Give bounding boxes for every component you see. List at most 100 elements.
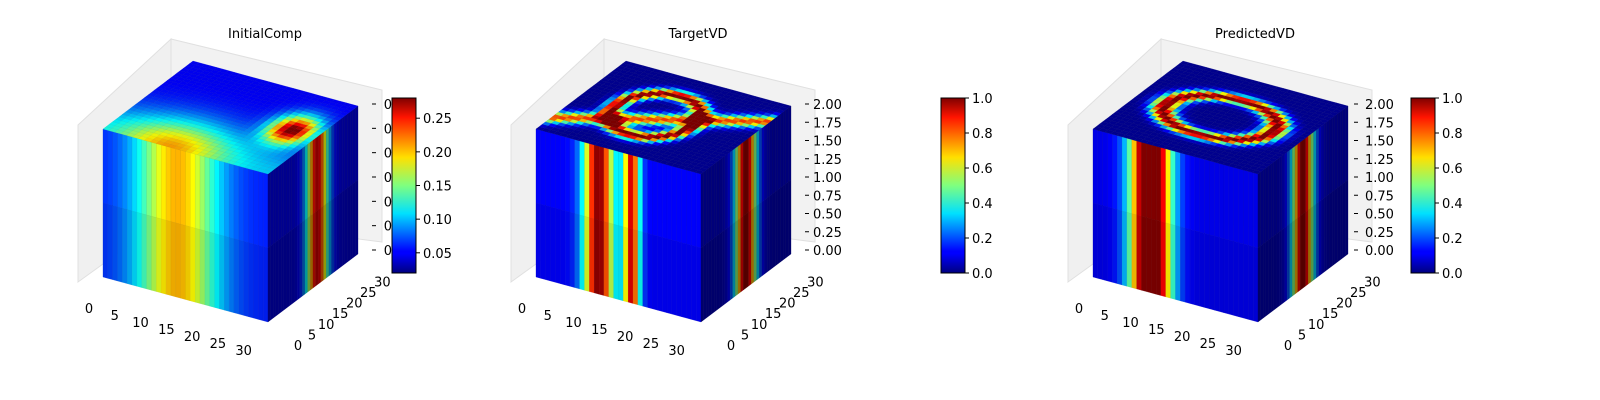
top-voxel	[781, 104, 792, 109]
side-voxel	[756, 129, 760, 207]
front-voxel	[1146, 217, 1152, 294]
side-voxel	[1284, 225, 1288, 303]
colorbar-tick-label: 0.2	[972, 232, 993, 247]
front-voxel	[603, 147, 609, 224]
side-voxel	[281, 161, 285, 239]
front-voxel	[1170, 149, 1176, 226]
side-voxel	[751, 133, 755, 211]
side-voxel	[735, 219, 739, 297]
side-voxel	[706, 241, 710, 319]
side-voxel	[1300, 139, 1304, 217]
front-voxel	[555, 134, 561, 210]
front-voxel	[647, 159, 653, 235]
chart-title: PredictedVD	[1215, 27, 1295, 42]
y-tick-label: 20	[1336, 297, 1353, 312]
front-voxel	[652, 160, 658, 237]
front-voxel	[628, 227, 634, 304]
z-tick-label: 0	[384, 195, 392, 210]
z-tick-label: 0	[384, 122, 392, 137]
z-tick-label: 0.50	[1365, 208, 1394, 223]
z-tick-label: 1.75	[1365, 116, 1394, 131]
side-voxel	[1345, 179, 1349, 257]
side-voxel	[352, 107, 356, 185]
side-voxel	[352, 181, 356, 259]
front-voxel	[1228, 239, 1234, 316]
side-voxel	[294, 225, 298, 303]
front-voxel	[1209, 160, 1215, 237]
side-voxel	[1339, 109, 1343, 187]
front-voxel	[1141, 142, 1147, 218]
front-voxel	[1112, 208, 1118, 284]
front-voxel	[151, 216, 157, 292]
side-voxel	[714, 161, 718, 239]
colorbar-tick-label: 0.20	[423, 146, 452, 161]
side-voxel	[772, 117, 776, 195]
side-voxel	[1329, 117, 1333, 195]
front-voxel	[209, 231, 215, 308]
side-voxel	[745, 137, 749, 215]
front-voxel	[613, 149, 619, 226]
side-voxel	[761, 125, 765, 203]
side-voxel	[751, 207, 755, 285]
front-voxel	[1107, 132, 1113, 209]
y-tick-label: 20	[779, 297, 796, 312]
front-voxel	[579, 140, 585, 217]
front-voxel	[131, 210, 138, 287]
y-tick-label: 25	[1350, 286, 1367, 301]
front-voxel	[1185, 153, 1191, 230]
front-voxel	[550, 206, 556, 283]
front-voxel	[1248, 171, 1254, 247]
side-voxel	[774, 115, 778, 193]
side-voxel	[1302, 137, 1306, 215]
front-voxel	[1151, 218, 1157, 295]
side-voxel	[275, 165, 279, 243]
side-voxel	[737, 217, 741, 295]
x-tick-label: 0	[1075, 302, 1083, 317]
front-voxel	[560, 135, 566, 212]
front-voxel	[170, 221, 176, 298]
front-voxel	[1102, 205, 1108, 282]
z-tick-label: 1.50	[1365, 135, 1394, 150]
side-voxel	[323, 203, 327, 281]
side-voxel	[1286, 149, 1290, 227]
front-voxel	[1107, 206, 1113, 283]
front-voxel	[1102, 131, 1108, 208]
side-voxel	[727, 225, 731, 303]
side-voxel	[1281, 153, 1285, 231]
front-voxel	[1209, 234, 1215, 311]
side-voxel	[331, 197, 335, 275]
side-voxel	[740, 141, 744, 219]
side-voxel	[307, 141, 311, 219]
side-voxel	[1302, 211, 1306, 289]
side-voxel	[1271, 235, 1275, 313]
side-voxel	[310, 213, 314, 291]
y-tick-label: 10	[751, 318, 768, 333]
front-voxel	[555, 208, 561, 284]
side-voxel	[788, 105, 792, 183]
x-tick-label: 30	[668, 344, 685, 359]
y-tick-label: 15	[1322, 307, 1339, 322]
side-voxel	[304, 143, 308, 221]
colorbar-tick-label: 0.25	[423, 112, 452, 127]
front-voxel	[185, 151, 191, 228]
side-voxel	[1313, 203, 1317, 281]
y-tick-label: 0	[294, 339, 302, 354]
front-voxel	[1238, 168, 1244, 245]
side-voxel	[302, 219, 306, 297]
y-tick-label: 5	[1298, 328, 1306, 343]
side-voxel	[299, 147, 303, 225]
front-voxel	[550, 132, 556, 209]
side-voxel	[1294, 217, 1298, 295]
side-voxel	[1268, 163, 1272, 241]
side-voxel	[326, 201, 330, 279]
front-voxel	[185, 225, 191, 302]
front-voxel	[136, 138, 142, 214]
side-voxel	[724, 153, 728, 231]
front-voxel	[1151, 144, 1157, 221]
top-voxel	[348, 104, 359, 109]
front-voxel	[1092, 202, 1099, 279]
front-voxel	[686, 169, 692, 246]
z-tick-label: 1.00	[1365, 171, 1394, 186]
side-voxel	[761, 199, 765, 277]
